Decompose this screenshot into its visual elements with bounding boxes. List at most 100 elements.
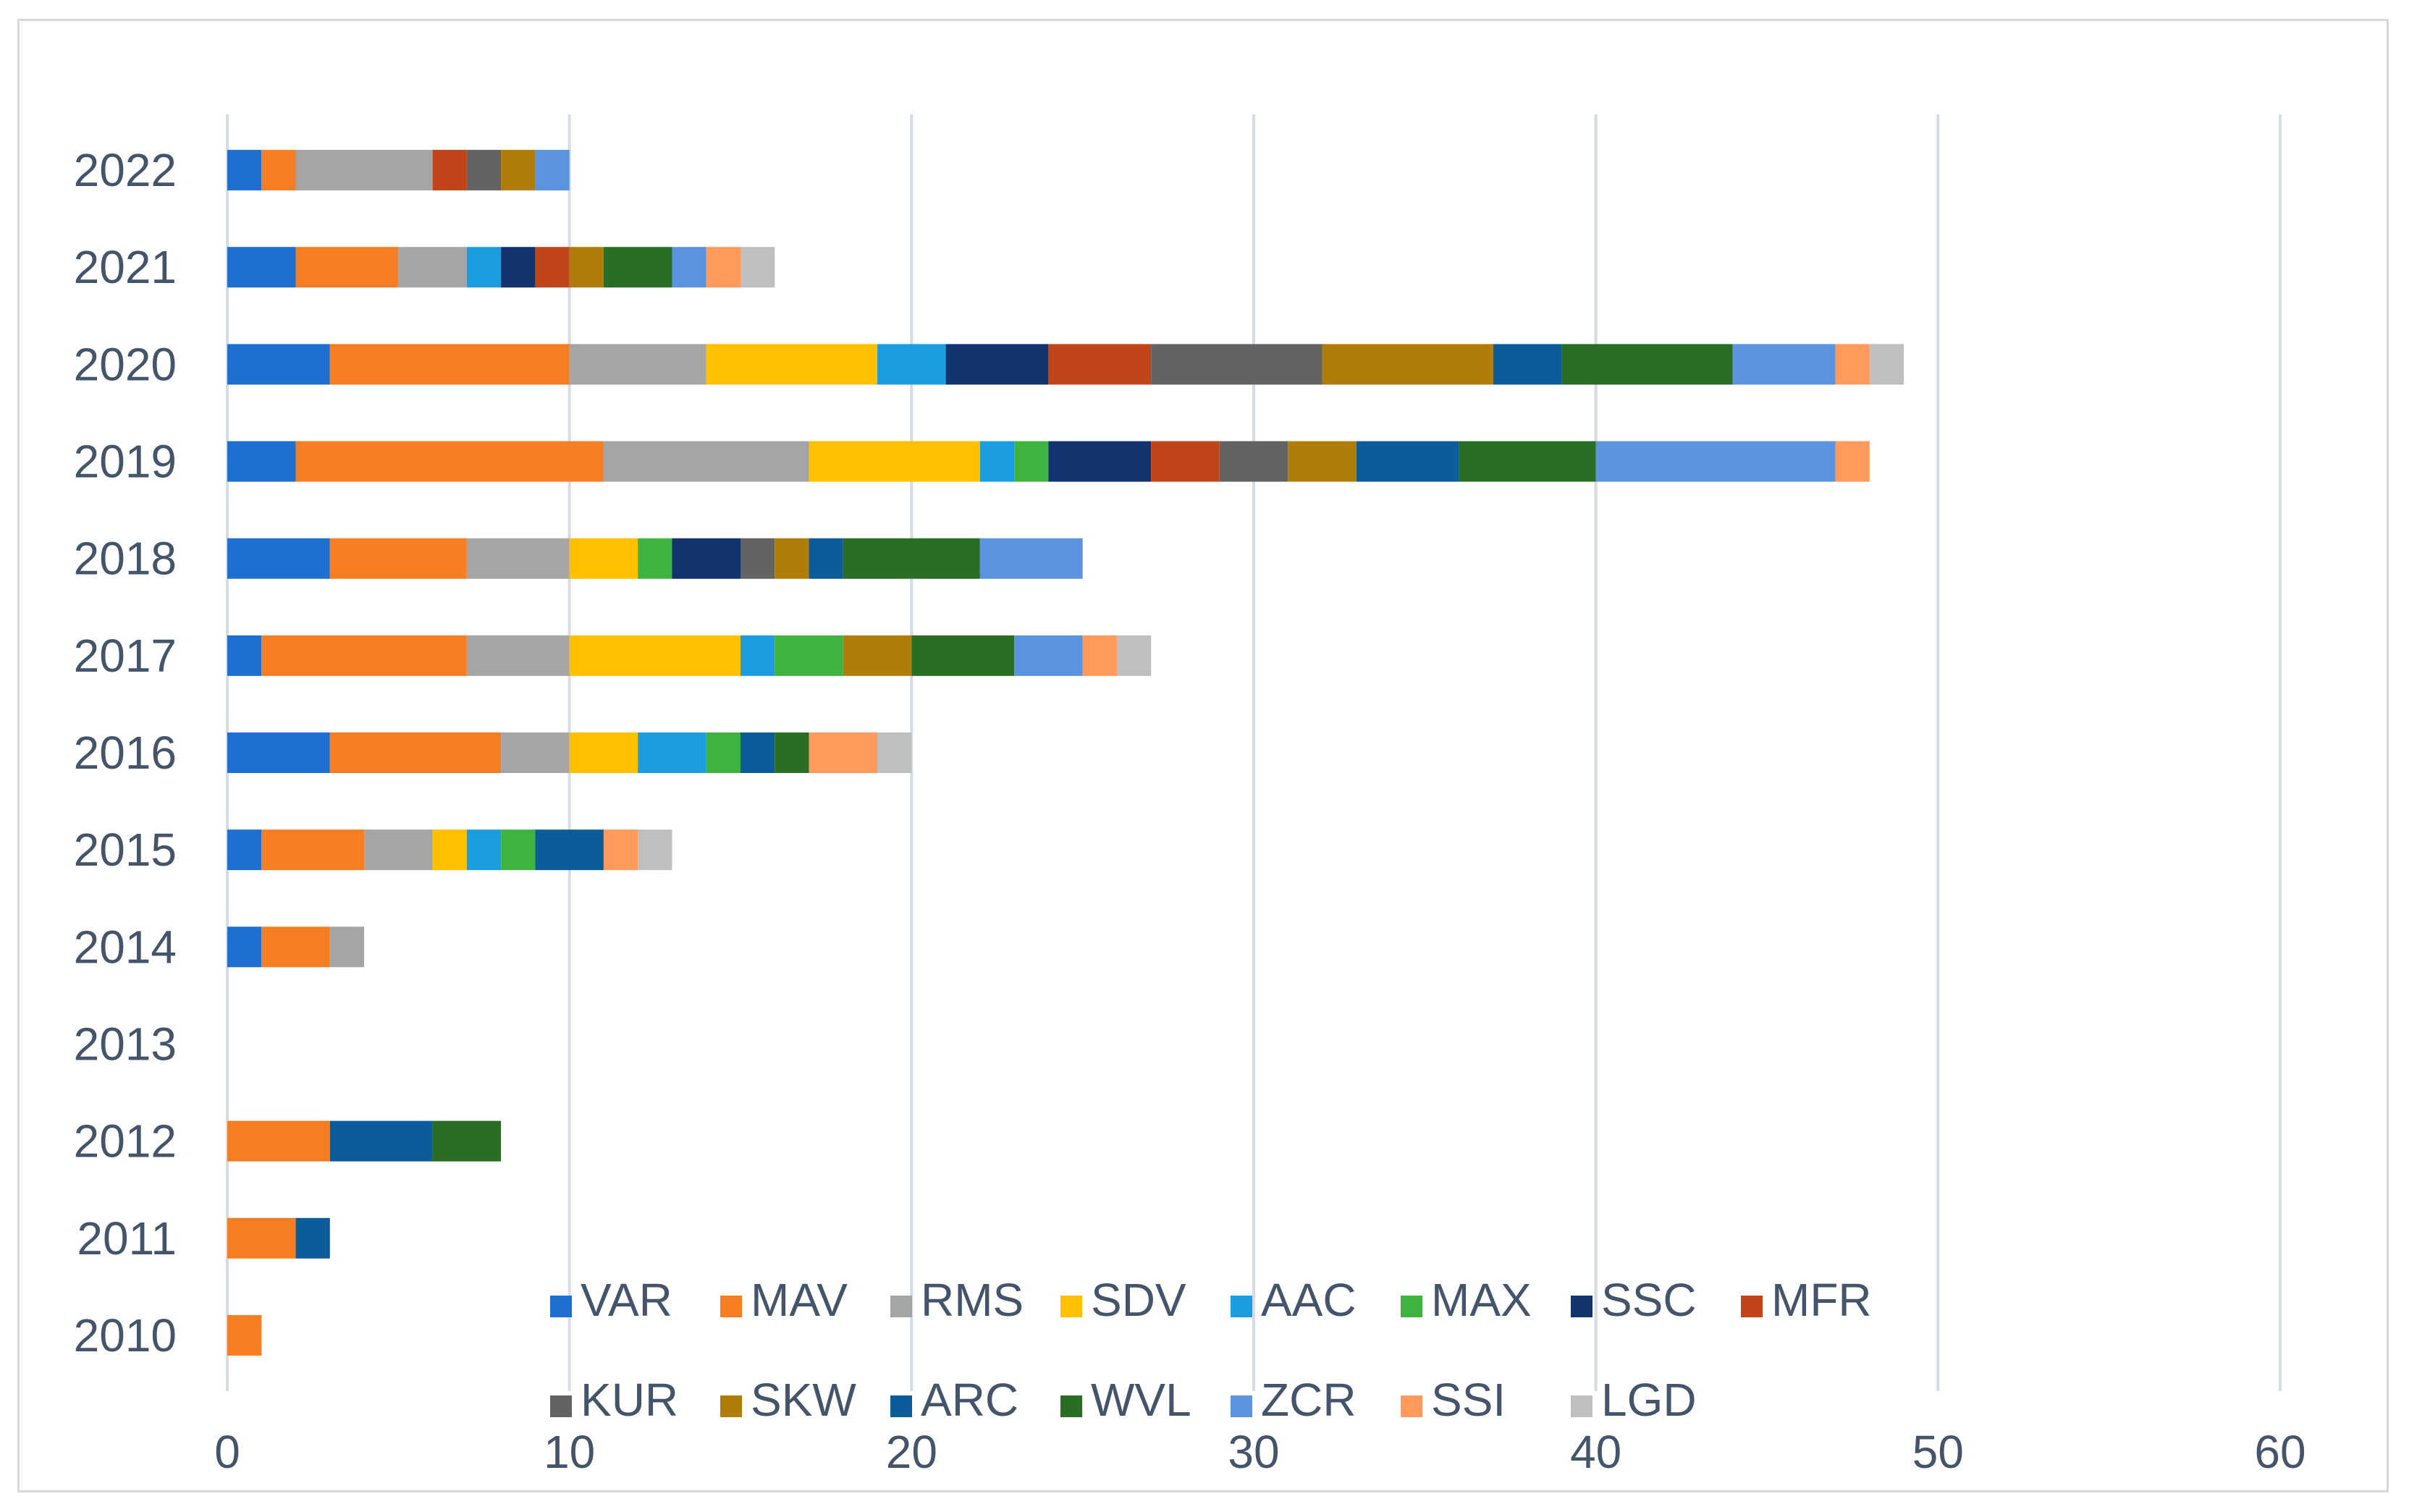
legend-swatch-arc [890, 1395, 912, 1417]
bar-segment-wvl-2020 [1561, 344, 1733, 385]
legend-label-mfr: MFR [1771, 1274, 1872, 1326]
legend-label-arc: ARC [921, 1374, 1018, 1426]
legend-label-lgd: LGD [1601, 1374, 1697, 1426]
bar-segment-wvl-2018 [843, 538, 980, 579]
y-tick-label: 2014 [74, 921, 177, 973]
legend-swatch-mfr [1741, 1296, 1763, 1317]
bar-segment-var-2016 [227, 732, 330, 773]
legend-swatch-aac [1231, 1296, 1252, 1317]
bar-segment-mav-2018 [329, 538, 467, 579]
bar-segment-zcr-2019 [1595, 441, 1836, 482]
bar-segment-var-2014 [227, 926, 262, 968]
bar-segment-aac-2016 [638, 732, 706, 773]
legend-swatch-ssi [1401, 1395, 1422, 1417]
bar-segment-rms-2019 [603, 441, 809, 482]
legend-label-rms: RMS [921, 1274, 1024, 1326]
bar-segment-ssi-2021 [706, 247, 741, 288]
x-tick-label: 20 [886, 1426, 937, 1478]
legend-label-ssi: SSI [1431, 1374, 1506, 1426]
bar-segment-aac-2017 [741, 635, 775, 676]
y-tick-label: 2022 [74, 144, 177, 196]
bar-segment-aac-2020 [877, 344, 946, 385]
legend-label-ssc: SSC [1601, 1274, 1697, 1326]
bar-segment-mav-2012 [227, 1120, 330, 1162]
legend-swatch-rms [890, 1296, 912, 1317]
bar-segment-mav-2017 [261, 635, 467, 676]
bar-segment-aac-2021 [466, 247, 502, 288]
legend-swatch-skw [720, 1395, 742, 1417]
bar-segment-arc-2019 [1356, 441, 1459, 482]
x-tick-label: 10 [544, 1426, 595, 1478]
legend-swatch-wvl [1060, 1395, 1082, 1417]
y-tick-label: 2010 [74, 1309, 177, 1361]
bar-segment-rms-2015 [364, 829, 433, 871]
y-tick-label: 2015 [74, 824, 177, 876]
bar-segment-kur-2022 [466, 150, 502, 191]
bar-segment-sdv-2016 [569, 732, 638, 773]
bar-segment-wvl-2012 [432, 1120, 502, 1162]
bar-segment-kur-2019 [1219, 441, 1288, 482]
bar-segment-lgd-2021 [741, 247, 775, 288]
bar-segment-rms-2016 [501, 732, 570, 773]
bar-segment-mav-2016 [329, 732, 502, 773]
bar-segment-mav-2014 [261, 926, 330, 968]
bar-segment-rms-2018 [466, 538, 570, 579]
bar-segment-rms-2022 [295, 150, 433, 191]
bar-segment-arc-2020 [1493, 344, 1562, 385]
bar-segment-sdv-2015 [432, 829, 467, 871]
bar-segment-rms-2021 [398, 247, 467, 288]
bar-segment-lgd-2016 [877, 732, 912, 773]
bar-segment-arc-2012 [329, 1120, 433, 1162]
bar-segment-wvl-2021 [603, 247, 672, 288]
bar-segment-aac-2019 [979, 441, 1015, 482]
legend-swatch-var [550, 1296, 572, 1317]
bar-segment-sdv-2018 [569, 538, 638, 579]
bar-segment-zcr-2021 [672, 247, 706, 288]
bar-segment-var-2018 [227, 538, 330, 579]
bar-segment-sdv-2020 [706, 344, 878, 385]
y-tick-label: 2017 [74, 630, 177, 682]
bar-segment-ssc-2018 [672, 538, 741, 579]
y-tick-label: 2016 [74, 727, 177, 779]
bar-segment-var-2015 [227, 829, 262, 871]
x-axis-tick-labels: 0 10 20 30 40 50 60 [214, 1426, 2305, 1478]
y-tick-label: 2018 [74, 533, 177, 585]
bar-segment-kur-2018 [741, 538, 775, 579]
bar-segment-arc-2018 [809, 538, 843, 579]
bar-segment-mav-2021 [295, 247, 399, 288]
bar-segment-mav-2019 [295, 441, 604, 482]
bar-segment-var-2022 [227, 150, 262, 191]
legend-swatch-lgd [1571, 1395, 1592, 1417]
legend-label-sdv: SDV [1091, 1274, 1186, 1326]
bar-segment-skw-2018 [775, 538, 809, 579]
bar-segment-lgd-2017 [1116, 635, 1152, 676]
bar-segment-lgd-2020 [1869, 344, 1904, 385]
bar-segment-mfr-2020 [1048, 344, 1152, 385]
bar-segment-skw-2021 [569, 247, 604, 288]
y-tick-label: 2019 [74, 436, 177, 488]
bar-segment-zcr-2017 [1014, 635, 1083, 676]
y-tick-label: 2020 [74, 338, 177, 390]
bar-segment-max-2018 [638, 538, 672, 579]
legend-swatch-mav [720, 1296, 742, 1317]
bar-segment-rms-2020 [569, 344, 706, 385]
bar-segment-mav-2015 [261, 829, 365, 871]
bar-segment-rms-2017 [466, 635, 570, 676]
bar-segment-skw-2022 [501, 150, 536, 191]
bar-segment-sdv-2017 [569, 635, 741, 676]
y-tick-label: 2011 [77, 1212, 177, 1264]
bar-segment-max-2017 [775, 635, 843, 676]
bar-segment-wvl-2017 [911, 635, 1015, 676]
y-tick-label: 2021 [74, 241, 177, 293]
bar-segment-skw-2020 [1322, 344, 1493, 385]
bar-segment-mav-2010 [227, 1314, 262, 1356]
bar-segment-mav-2020 [329, 344, 570, 385]
legend-label-kur: KUR [581, 1374, 678, 1426]
y-tick-label: 2013 [74, 1018, 177, 1070]
bar-segment-skw-2017 [843, 635, 912, 676]
bar-segment-mav-2022 [261, 150, 296, 191]
bar-segment-ssi-2020 [1835, 344, 1870, 385]
bar-segment-max-2016 [706, 732, 741, 773]
bar-segment-var-2021 [227, 247, 296, 288]
bar-segment-var-2020 [227, 344, 330, 385]
